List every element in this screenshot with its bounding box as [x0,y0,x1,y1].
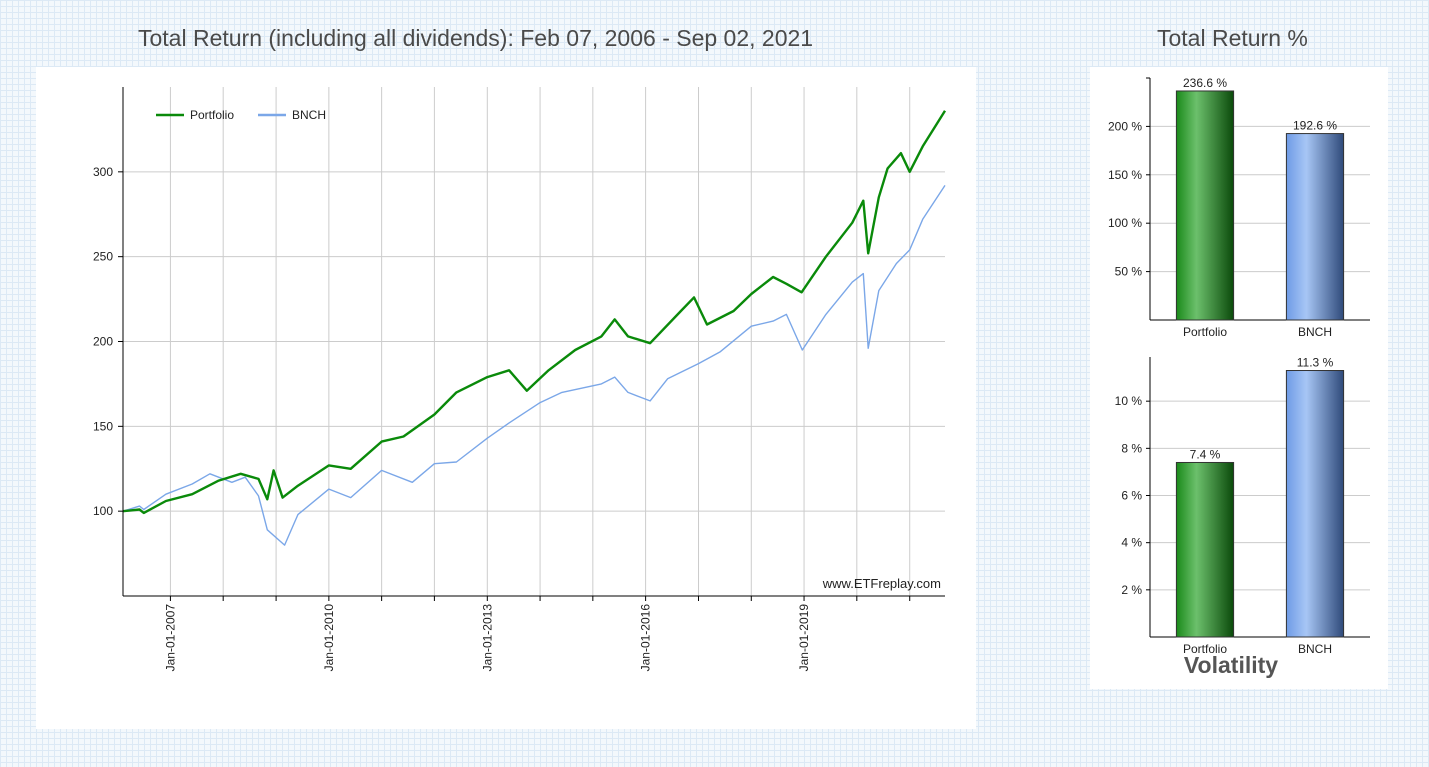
y-tick-label: 2 % [1121,583,1142,597]
x-category-label: BNCH [1298,642,1332,656]
x-category-label: BNCH [1298,325,1332,339]
main-chart-title: Total Return (including all dividends): … [138,25,814,51]
bar-bnch [1285,370,1345,638]
total-return-line-chart: 100 150 200 250 300 Jan-01-2007 Jan-01-2010 Jan… [93,87,947,672]
y-tick-label: 4 % [1121,536,1142,550]
volatility-title: Volatility [1184,652,1278,678]
x-tick-label: Jan-01-2013 [480,604,494,672]
series-line-bnch [122,185,946,546]
y-tick-label: 50 % [1115,265,1143,279]
watermark: www.ETFreplay.com [822,576,941,591]
y-tick-label: 200 % [1108,119,1142,133]
y-tick-label: 100 % [1108,216,1142,230]
y-tick-label: 250 [93,250,113,264]
x-tick-label: Jan-01-2007 [163,604,177,672]
legend-label: BNCH [292,108,326,122]
y-tick-label: 8 % [1121,441,1142,455]
x-tick-label: Jan-01-2019 [797,604,811,672]
bar-bnch [1285,133,1345,321]
bar-portfolio [1175,461,1235,638]
side-charts-panel: 50 % 100 % 150 % 200 % 236.6 % Portfolio 192.6… [1090,67,1388,689]
volatility-bar-chart: Volatility 2 % 4 % 6 % 8 % 10 % 7.4 % Portfoli… [1115,357,1370,678]
bar-value-label: 236.6 % [1183,76,1227,90]
legend-label: Portfolio [190,108,234,122]
y-tick-label: 150 % [1108,168,1142,182]
main-chart-panel: 100 150 200 250 300 Jan-01-2007 Jan-01-2010 Jan… [36,67,976,729]
bar-value-label: 7.4 % [1190,447,1221,461]
total-return-title: Total Return % [1157,25,1308,51]
x-category-label: Portfolio [1183,642,1227,656]
y-tick-label: 150 [93,419,113,433]
y-tick-label: 100 [93,504,113,518]
y-tick-label: 6 % [1121,489,1142,503]
x-category-label: Portfolio [1183,325,1227,339]
bar-portfolio [1175,90,1235,321]
total-return-bar-chart: 50 % 100 % 150 % 200 % 236.6 % Portfolio 192.6… [1108,76,1370,339]
y-tick-label: 300 [93,165,113,179]
bar-value-label: 11.3 % [1297,357,1334,370]
x-tick-label: Jan-01-2010 [322,604,336,672]
y-tick-label: 200 [93,335,113,349]
series-line-portfolio [122,110,947,515]
x-tick-label: Jan-01-2016 [639,604,653,672]
bar-value-label: 192.6 % [1293,119,1337,133]
y-tick-label: 10 % [1115,394,1143,408]
